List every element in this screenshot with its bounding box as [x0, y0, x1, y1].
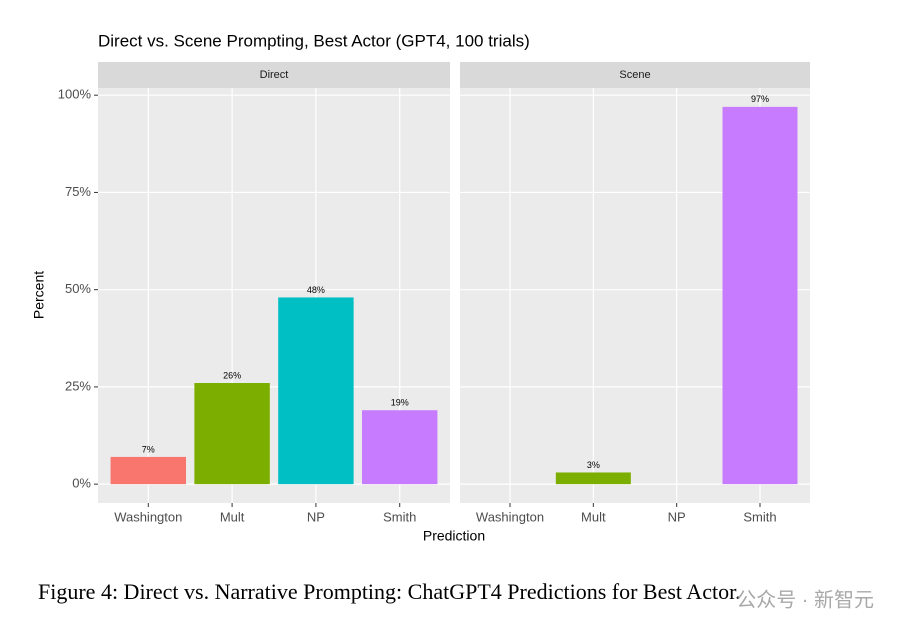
y-tick-label: 50% — [65, 281, 91, 296]
y-tick-label: 25% — [65, 378, 91, 393]
bar — [110, 456, 186, 485]
chart-title: Direct vs. Scene Prompting, Best Actor (… — [98, 31, 530, 50]
facet-label: Scene — [619, 69, 650, 81]
data-label: 3% — [587, 460, 600, 470]
x-tick-label: Smith — [383, 509, 416, 524]
x-tick-label: NP — [668, 509, 686, 524]
y-tick-label: 100% — [58, 87, 92, 102]
data-label: 48% — [307, 285, 325, 295]
y-tick-label: 0% — [72, 476, 91, 491]
watermark: 公众号 · 新智元 — [736, 588, 874, 611]
data-label: 26% — [223, 370, 241, 380]
x-tick-label: Washington — [476, 509, 544, 524]
x-tick-label: Mult — [220, 509, 245, 524]
bar — [555, 472, 631, 485]
bar — [278, 297, 354, 485]
x-tick-label: NP — [307, 509, 325, 524]
y-tick-label: 75% — [65, 184, 91, 199]
y-axis-label: Percent — [31, 271, 47, 319]
x-tick-label: Smith — [743, 509, 776, 524]
bar — [362, 410, 438, 485]
data-label: 19% — [391, 398, 409, 408]
facet-strip — [98, 62, 450, 88]
facet-strip — [460, 62, 810, 88]
x-axis-label: Prediction — [423, 528, 485, 544]
data-label: 7% — [142, 444, 155, 454]
facet-label: Direct — [260, 69, 289, 81]
data-label: 97% — [751, 94, 769, 104]
x-tick-label: Washington — [114, 509, 182, 524]
x-tick-label: Mult — [581, 509, 606, 524]
caption: Figure 4: Direct vs. Narrative Prompting… — [38, 579, 741, 604]
bar — [722, 106, 798, 485]
bar — [194, 383, 270, 485]
